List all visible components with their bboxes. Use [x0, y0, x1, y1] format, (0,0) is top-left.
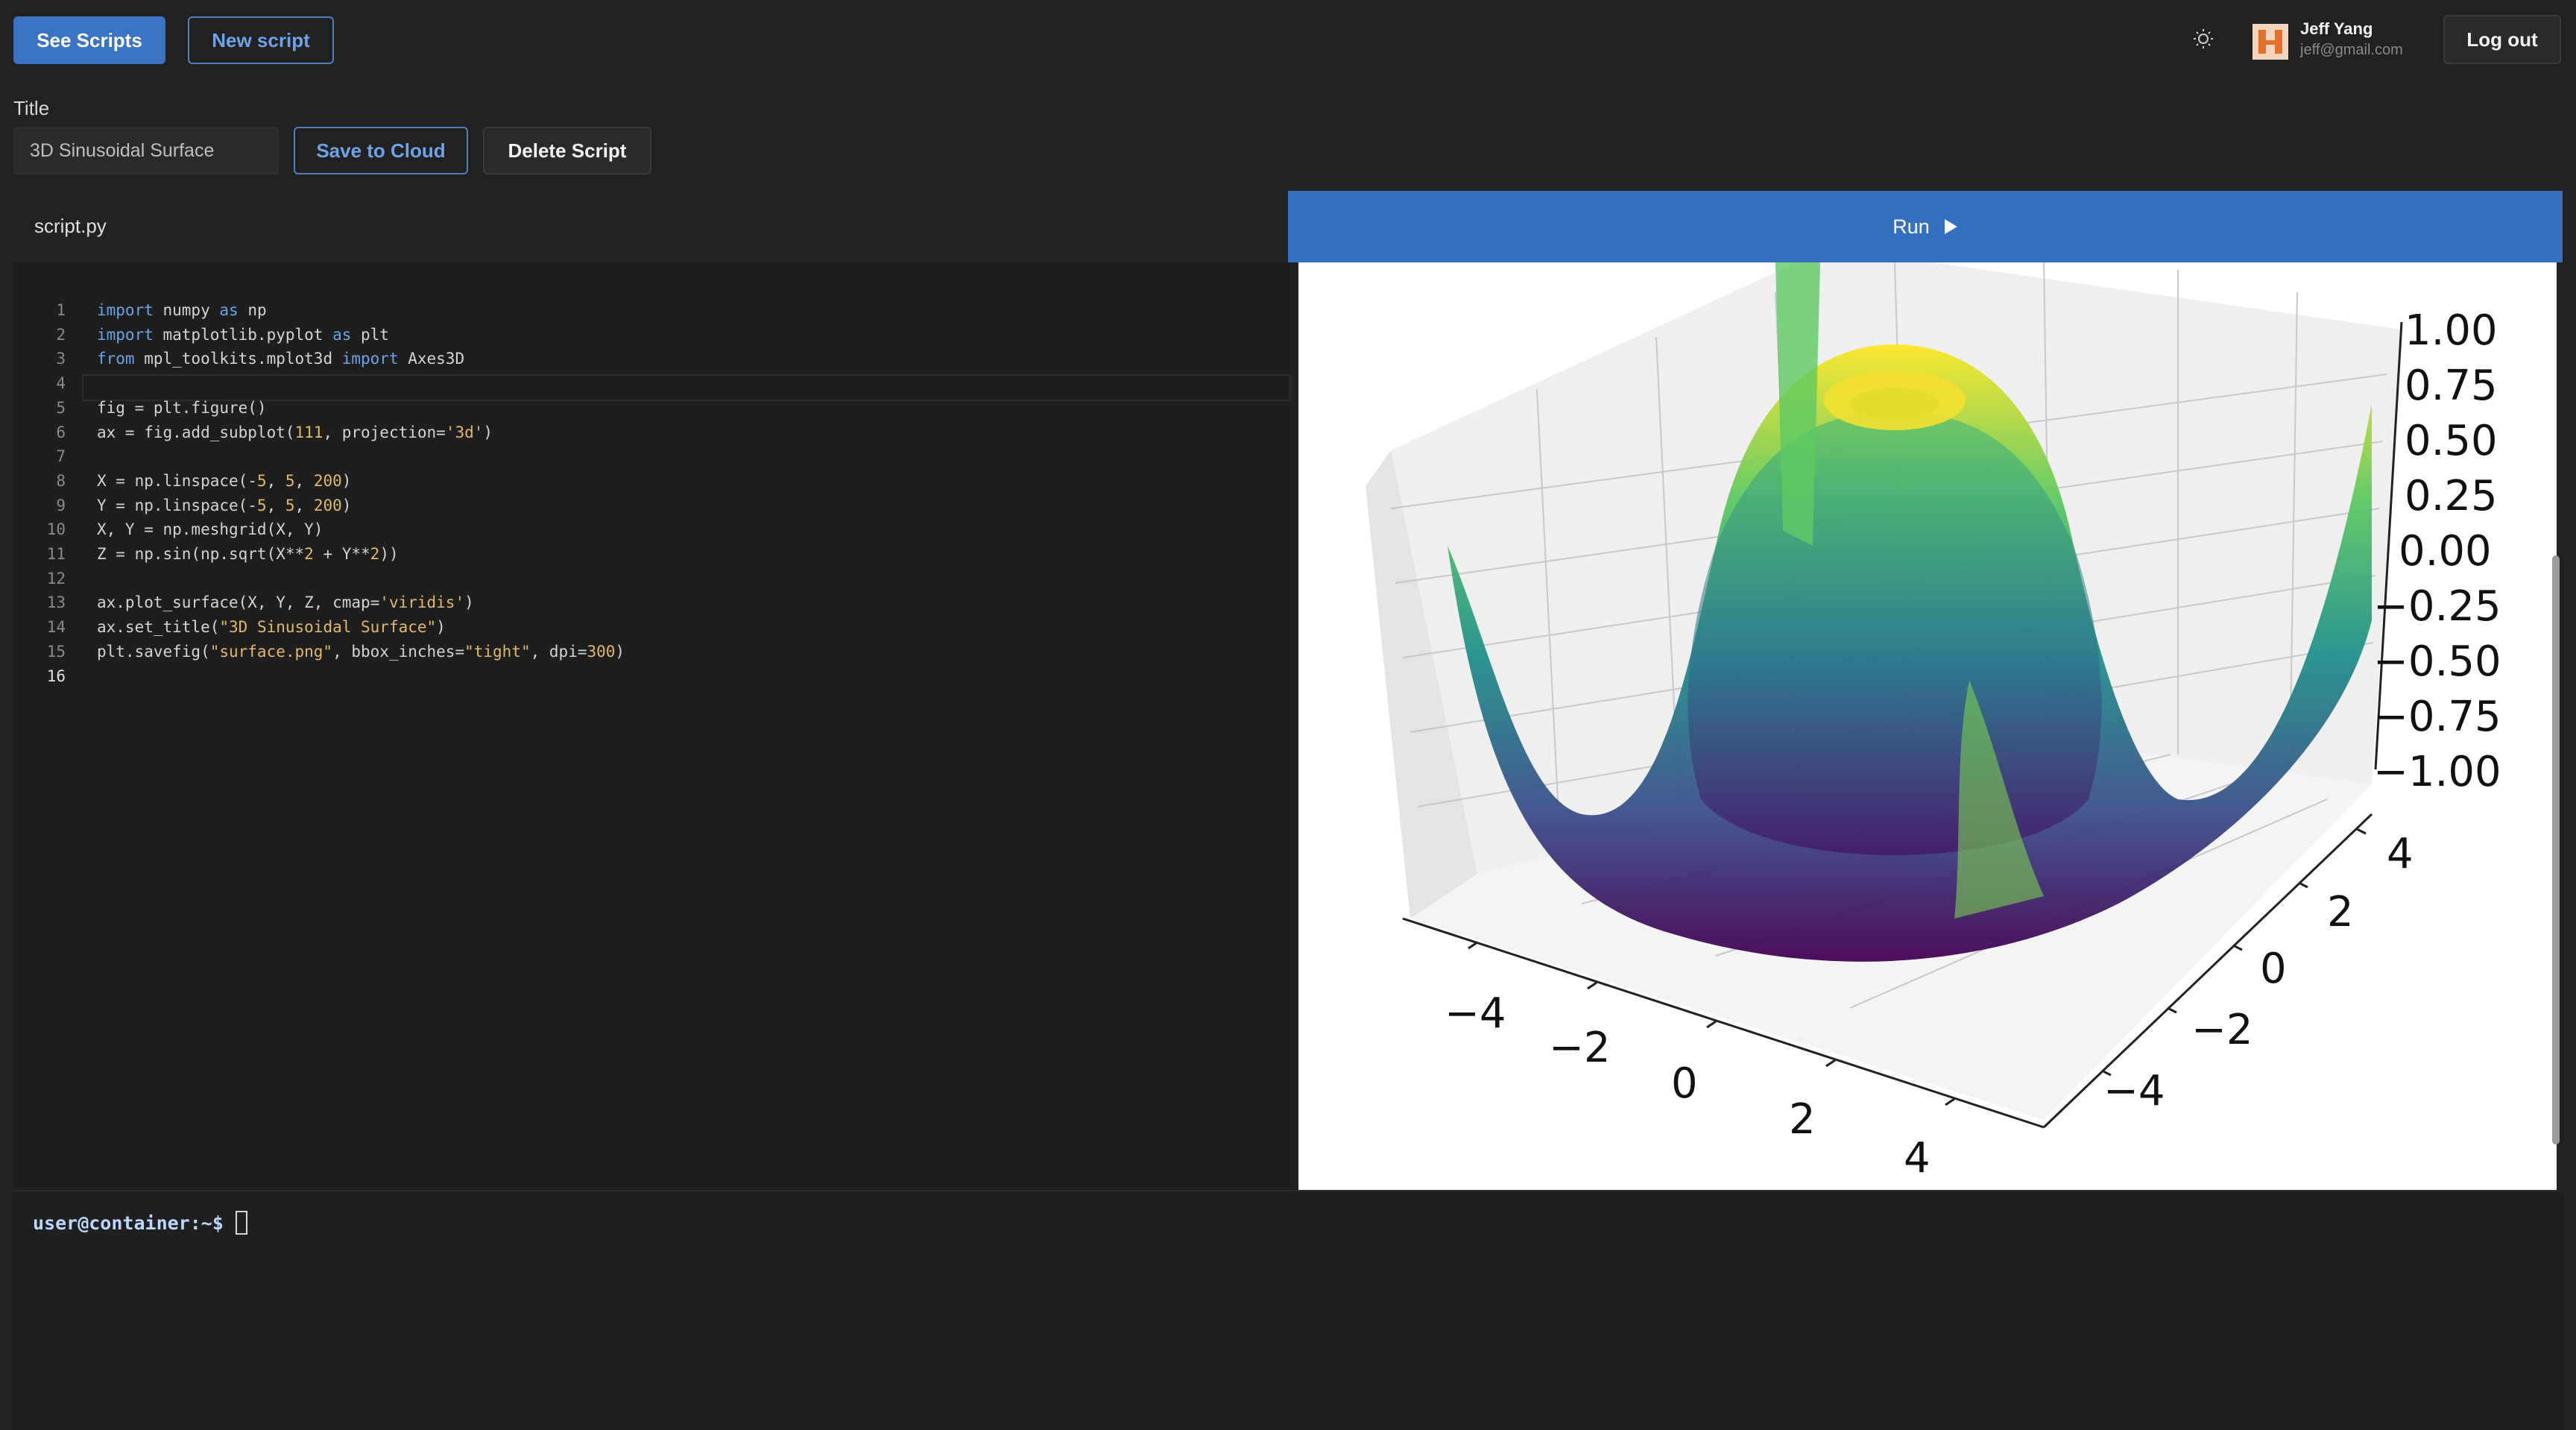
code-line: import numpy as np: [97, 301, 267, 319]
line-number: 7: [56, 447, 66, 466]
z-tick-label: 0.00: [2399, 527, 2492, 576]
play-icon: [1944, 219, 1957, 234]
code-line: import matplotlib.pyplot as plt: [97, 325, 389, 344]
surface-plot-image: 1.00 0.75 0.50 0.25 0.00 −0.25 −0.50 −0.75 −1.00…: [1366, 262, 2501, 1182]
line-number: 14: [46, 618, 66, 637]
line-number: 8: [56, 471, 66, 490]
line-number: 16: [46, 667, 66, 685]
y-tick-label: −4: [2103, 1067, 2165, 1115]
line-number: 12: [46, 569, 66, 588]
y-tick-label: 0: [2260, 945, 2287, 993]
terminal-prompt: user@container:~$: [33, 1212, 224, 1234]
line-number: 3: [56, 350, 66, 368]
z-tick-label: 1.00: [2405, 306, 2498, 355]
line-number: 5: [56, 398, 66, 417]
code-line: X = np.linspace(-5, 5, 200): [97, 471, 352, 490]
run-button[interactable]: Run: [1288, 191, 2563, 262]
save-to-cloud-button[interactable]: Save to Cloud: [294, 127, 468, 174]
code-line: ax.plot_surface(X, Y, Z, cmap='viridis'): [97, 593, 474, 612]
new-script-button[interactable]: New script: [188, 16, 334, 64]
x-tick-label: 2: [1789, 1095, 1816, 1144]
user-email: jeff@gmail.com: [2300, 42, 2403, 58]
x-tick-label: 0: [1671, 1059, 1698, 1108]
z-tick-label: −0.25: [2373, 582, 2501, 631]
terminal-cursor: [236, 1211, 247, 1235]
line-number: 9: [56, 496, 66, 514]
y-tick-label: −2: [2191, 1006, 2253, 1054]
plot-output: 1.00 0.75 0.50 0.25 0.00 −0.25 −0.50 −0.75 −1.00…: [1298, 262, 2557, 1191]
tab-script-py[interactable]: script.py: [34, 215, 107, 237]
sun-icon[interactable]: [2193, 28, 2214, 49]
x-tick-label: 4: [1904, 1134, 1931, 1182]
y-tick-label: 2: [2327, 888, 2354, 936]
line-number: 6: [56, 423, 66, 441]
code-editor[interactable]: [13, 262, 1289, 1190]
code-area[interactable]: 1 import numpy as np 2 import matplotlib.py…: [13, 276, 1288, 1190]
code-line: Y = np.linspace(-5, 5, 200): [97, 496, 352, 514]
user-name: Jeff Yang: [2300, 19, 2373, 38]
z-tick-label: −0.50: [2373, 637, 2501, 686]
code-line: Z = np.sin(np.sqrt(X**2 + Y**2)): [97, 545, 399, 563]
logout-button[interactable]: Log out: [2443, 15, 2561, 64]
z-tick-label: −1.00: [2373, 748, 2501, 796]
avatar: [2253, 24, 2288, 60]
see-scripts-button[interactable]: See Scripts: [13, 16, 165, 64]
plot-scrollbar[interactable]: [2552, 555, 2560, 1144]
line-number: 11: [46, 545, 66, 563]
title-input[interactable]: [13, 127, 279, 174]
delete-script-button[interactable]: Delete Script: [483, 127, 651, 174]
y-tick-label: 4: [2387, 830, 2414, 878]
z-tick-label: −0.75: [2373, 693, 2501, 741]
line-number: 2: [56, 325, 66, 344]
code-line: fig = plt.figure(): [97, 398, 267, 417]
terminal[interactable]: user@container:~$: [13, 1190, 2560, 1430]
code-line: ax.set_title("3D Sinusoidal Surface"): [97, 618, 446, 637]
z-tick-label: 0.50: [2405, 417, 2498, 465]
code-line: X, Y = np.meshgrid(X, Y): [97, 520, 323, 539]
line-number: 10: [46, 520, 66, 539]
line-number: 4: [56, 374, 66, 393]
z-tick-label: 0.25: [2405, 472, 2498, 520]
line-number: 15: [46, 642, 66, 661]
title-label: Title: [13, 97, 50, 119]
run-label: Run: [1892, 215, 1930, 238]
active-line-highlight: [82, 374, 1291, 401]
z-tick-label: 0.75: [2405, 362, 2498, 410]
x-tick-label: −4: [1445, 989, 1506, 1038]
x-tick-label: −2: [1549, 1024, 1611, 1072]
code-line: plt.savefig("surface.png", bbox_inches="…: [97, 642, 625, 661]
line-number: 13: [46, 593, 66, 612]
code-line: from mpl_toolkits.mplot3d import Axes3D: [97, 350, 465, 368]
line-number: 1: [56, 301, 66, 319]
code-line: ax = fig.add_subplot(111, projection='3d…: [97, 423, 493, 441]
